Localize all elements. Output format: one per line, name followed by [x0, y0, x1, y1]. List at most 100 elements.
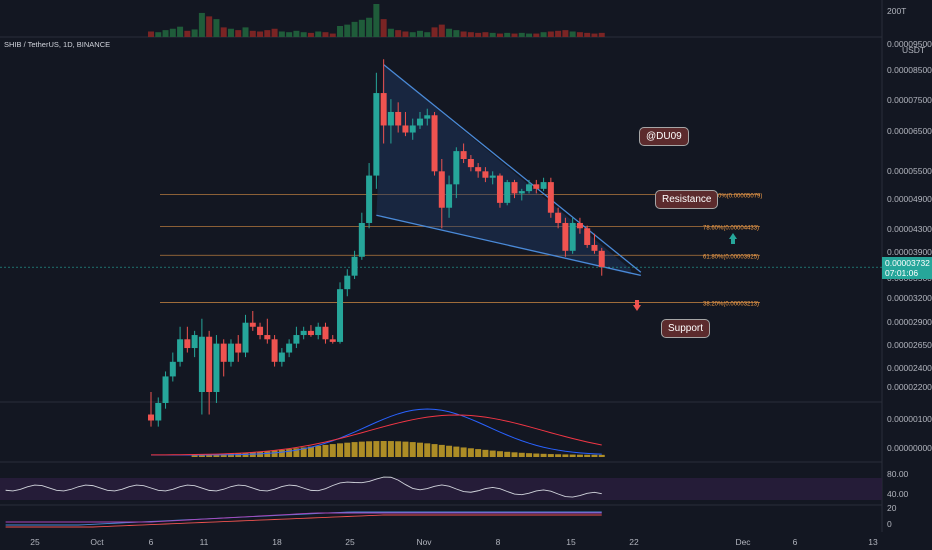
macd-hist-bar — [533, 453, 540, 457]
candlesticks — [148, 59, 605, 427]
candle-body — [227, 343, 234, 362]
candle-body — [337, 289, 344, 342]
volume-bar — [424, 32, 431, 37]
candle-body — [540, 182, 547, 189]
fib-label: 100.00%(0.00005079) — [703, 193, 762, 199]
volume-bar — [213, 19, 220, 37]
candle-body — [351, 256, 358, 276]
volume-bar — [533, 33, 540, 37]
candle-body — [453, 151, 460, 185]
volume-bar — [409, 32, 416, 37]
macd-hist-bar — [278, 449, 285, 457]
volume-bar — [569, 31, 576, 37]
macd-tick: 0.00000000 — [887, 443, 932, 453]
candle-body — [344, 275, 351, 290]
candle-body — [278, 352, 285, 362]
wedge-lower-line — [376, 214, 641, 277]
candle-body — [198, 336, 205, 392]
volume-bar — [496, 33, 503, 37]
macd-hist-bar — [431, 444, 438, 457]
volume-bar — [358, 19, 365, 37]
macd-hist-bar — [271, 450, 278, 457]
candle-body — [504, 182, 511, 203]
volume-bar — [220, 27, 227, 37]
volume-bar — [373, 4, 380, 37]
macd-hist-bar — [518, 452, 525, 457]
candle-body — [235, 343, 242, 353]
candle-body — [598, 250, 605, 268]
support-callout: Support — [661, 319, 711, 338]
time-tick: Dec — [735, 537, 751, 547]
candle-body — [242, 322, 249, 353]
volume-bar — [235, 30, 242, 37]
volume-bar — [489, 32, 496, 37]
volume-bar — [184, 30, 191, 37]
volume-bar — [482, 32, 489, 37]
volume-bar — [293, 30, 300, 37]
rsi-tick: 40.00 — [887, 489, 909, 499]
macd-hist-bar — [424, 443, 431, 457]
macd-hist-bar — [387, 441, 394, 457]
volume-bar — [591, 33, 598, 37]
time-tick: 25 — [30, 537, 40, 547]
volume-bar — [337, 26, 344, 37]
macd-hist-bar — [489, 450, 496, 457]
candle-body — [286, 343, 293, 353]
macd-hist-bar — [598, 454, 605, 457]
macd-hist-bar — [191, 454, 198, 457]
macd-hist-bar — [475, 449, 482, 457]
volume-bar — [344, 24, 351, 37]
time-tick: Nov — [416, 537, 432, 547]
price-tick: 0.00002400 — [887, 363, 932, 373]
volume-bar — [242, 27, 249, 37]
down-arrow-icon — [633, 300, 641, 311]
candle-body — [533, 184, 540, 189]
macd-hist-bar — [351, 442, 358, 457]
adx-line-blue — [5, 511, 602, 526]
macd-hist-bar — [366, 441, 373, 457]
rsi-band — [0, 478, 882, 500]
volume-bar — [177, 26, 184, 37]
volume-bar — [315, 31, 322, 37]
volume-bar — [431, 27, 438, 37]
volume-bar — [155, 32, 162, 37]
macd-hist-bar — [496, 451, 503, 457]
rsi-line — [5, 476, 602, 498]
macd-hist-bar — [300, 447, 307, 457]
volume-bar — [576, 32, 583, 37]
candle-body — [329, 339, 336, 342]
macd-hist-bar — [576, 454, 583, 457]
candle-body — [526, 184, 533, 192]
candle-body — [184, 339, 191, 349]
candle-body — [584, 228, 591, 245]
volume-bar — [162, 30, 169, 37]
volume-bar — [540, 32, 547, 37]
macd-hist-bar — [584, 454, 591, 457]
candle-body — [162, 376, 169, 403]
time-tick: 25 — [345, 537, 355, 547]
volume-bar — [598, 32, 605, 37]
candle-body — [518, 191, 525, 194]
candle-body — [547, 182, 554, 213]
macd-hist-bar — [380, 441, 387, 457]
macd-hist-bar — [293, 448, 300, 457]
macd-line — [150, 408, 602, 456]
signal-line — [150, 414, 602, 456]
author-text: @DU09 — [646, 131, 682, 142]
volume-bar — [416, 30, 423, 37]
candle-body — [307, 330, 314, 336]
candle-body — [438, 171, 445, 208]
price-tick: 0.00009500 — [887, 39, 932, 49]
volume-bar — [395, 30, 402, 37]
candle-body — [402, 125, 409, 133]
volume-bar — [387, 28, 394, 37]
macd-hist-bar — [358, 441, 365, 457]
candle-body — [169, 361, 176, 377]
time-axis[interactable]: 25 Oct 6 11 18 25 Nov 8 15 22 Dec 6 13 — [30, 537, 878, 547]
falling-wedge[interactable] — [376, 64, 642, 277]
macd-hist-bar — [315, 445, 322, 457]
macd-hist-bar — [562, 454, 569, 457]
volume-bar — [198, 12, 205, 37]
